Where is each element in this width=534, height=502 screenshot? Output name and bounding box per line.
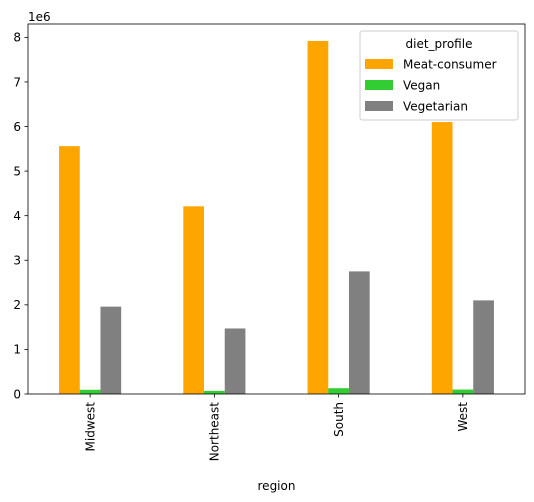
y-tick-label: 3 bbox=[13, 254, 21, 268]
x-tick-label-midwest: Midwest bbox=[83, 402, 97, 452]
y-tick-label: 4 bbox=[13, 209, 21, 223]
x-axis-ticks: Midwest Northeast South West bbox=[83, 394, 470, 461]
legend-label-vegetarian: Vegetarian bbox=[403, 100, 468, 114]
legend-title: diet_profile bbox=[406, 37, 473, 51]
bar-vegetarian-northeast bbox=[225, 328, 246, 394]
legend-label-vegan: Vegan bbox=[403, 79, 440, 93]
legend-label-meat-consumer: Meat-consumer bbox=[403, 58, 497, 72]
y-tick-label: 0 bbox=[13, 387, 21, 401]
bar-vegetarian-south bbox=[349, 271, 370, 394]
bar-meat-consumer-midwest bbox=[59, 146, 80, 394]
bar-vegan-west bbox=[453, 390, 474, 394]
bar-vegetarian-west bbox=[473, 300, 494, 394]
bar-vegan-midwest bbox=[80, 390, 101, 394]
bar-meat-consumer-south bbox=[308, 41, 329, 394]
bar-vegetarian-midwest bbox=[100, 307, 121, 394]
x-tick-label-northeast: Northeast bbox=[208, 402, 222, 462]
legend-swatch-meat-consumer bbox=[365, 59, 393, 69]
bar-vegan-northeast bbox=[204, 391, 225, 394]
y-axis-ticks: 0 1 2 3 4 5 6 7 8 bbox=[13, 31, 28, 402]
bar-vegan-south bbox=[328, 388, 349, 394]
y-tick-label: 7 bbox=[13, 75, 21, 89]
y-tick-label: 6 bbox=[13, 120, 21, 134]
legend-swatch-vegetarian bbox=[365, 101, 393, 111]
y-tick-label: 2 bbox=[13, 298, 21, 312]
y-tick-label: 1 bbox=[13, 343, 21, 357]
y-tick-label: 8 bbox=[13, 31, 21, 45]
x-tick-label-west: West bbox=[456, 402, 470, 432]
y-axis-offset-label: 1e6 bbox=[28, 10, 51, 24]
x-axis-label: region bbox=[258, 479, 296, 493]
x-tick-label-south: South bbox=[332, 402, 346, 437]
y-tick-label: 5 bbox=[13, 164, 21, 178]
legend: diet_profile Meat-consumer Vegan Vegetarian bbox=[360, 31, 518, 120]
legend-swatch-vegan bbox=[365, 80, 393, 90]
bar-meat-consumer-northeast bbox=[183, 206, 204, 394]
bar-meat-consumer-west bbox=[432, 122, 453, 394]
